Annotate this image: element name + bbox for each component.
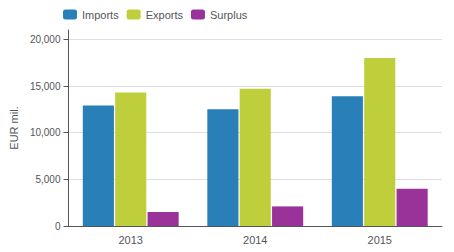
svg-text:2013: 2013: [118, 234, 142, 246]
svg-text:Imports: Imports: [82, 9, 119, 21]
svg-text:5,000: 5,000: [35, 174, 60, 185]
svg-text:EUR mil.: EUR mil.: [8, 106, 20, 149]
svg-text:15,000: 15,000: [30, 81, 61, 92]
svg-text:0: 0: [55, 221, 61, 232]
svg-text:2015: 2015: [368, 234, 392, 246]
svg-text:10,000: 10,000: [30, 127, 61, 138]
svg-text:Exports: Exports: [146, 9, 184, 21]
svg-text:2014: 2014: [243, 234, 267, 246]
svg-text:20,000: 20,000: [30, 34, 61, 45]
svg-text:Surplus: Surplus: [210, 9, 248, 21]
